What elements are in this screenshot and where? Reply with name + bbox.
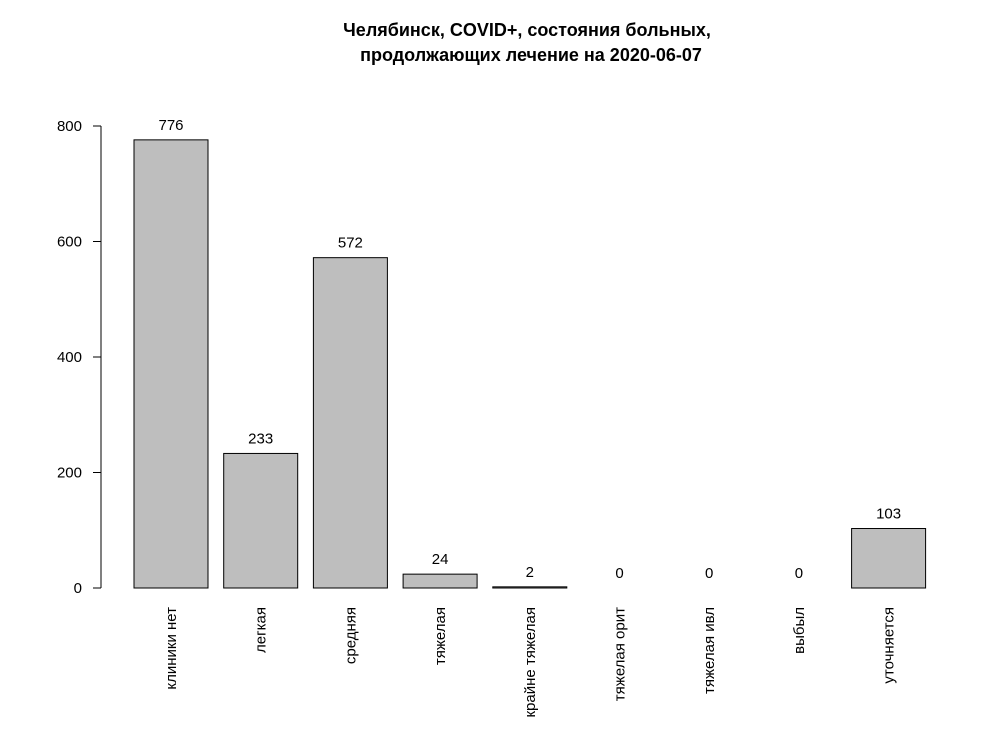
bar bbox=[851, 528, 927, 589]
x-tick-label: средняя bbox=[342, 607, 359, 664]
bar-value-label: 0 bbox=[705, 565, 713, 582]
bar bbox=[133, 139, 209, 589]
bar-value-label: 776 bbox=[158, 117, 183, 134]
x-tick-label: тяжелая bbox=[432, 607, 449, 665]
chart-title-line-2: продолжающих лечение на 2020-06-07 bbox=[360, 45, 702, 65]
y-tick-label: 600 bbox=[57, 234, 82, 251]
x-tick-label: тяжелая ивл bbox=[701, 607, 718, 694]
bar bbox=[492, 586, 568, 589]
bar-value-label: 233 bbox=[248, 430, 273, 447]
bars bbox=[133, 139, 927, 589]
bar bbox=[223, 452, 299, 589]
bar-value-label: 0 bbox=[615, 565, 623, 582]
bar bbox=[312, 257, 388, 589]
chart-title: Челябинск, COVID+, состояния больных, пр… bbox=[343, 20, 711, 65]
bar bbox=[402, 573, 478, 589]
x-tick-label: легкая bbox=[253, 607, 270, 653]
x-tick-label: выбыл bbox=[791, 607, 808, 654]
bar-value-label: 572 bbox=[338, 235, 363, 252]
chart-title-line-1: Челябинск, COVID+, состояния больных, bbox=[343, 20, 711, 40]
y-tick-label: 200 bbox=[57, 465, 82, 482]
bar-value-label: 2 bbox=[526, 564, 534, 581]
x-tick-label: клиники нет bbox=[163, 607, 180, 690]
data-labels: 776 233 572 24 2 0 0 0 103 bbox=[158, 117, 901, 582]
x-tick-label: крайне тяжелая bbox=[522, 607, 539, 718]
y-tick-label: 0 bbox=[74, 580, 82, 597]
y-tick-label: 400 bbox=[57, 349, 82, 366]
y-axis: 0 200 400 600 800 bbox=[57, 118, 102, 597]
bar-value-label: 24 bbox=[432, 551, 449, 568]
x-tick-label: уточняется bbox=[881, 607, 898, 684]
bar-value-label: 103 bbox=[876, 506, 901, 523]
bar-value-label: 0 bbox=[795, 565, 803, 582]
x-tick-label: тяжелая орит bbox=[612, 607, 629, 701]
x-tick-labels: клиники нет легкая средняя тяжелая крайне тя… bbox=[163, 607, 898, 718]
y-tick-label: 800 bbox=[57, 118, 82, 135]
